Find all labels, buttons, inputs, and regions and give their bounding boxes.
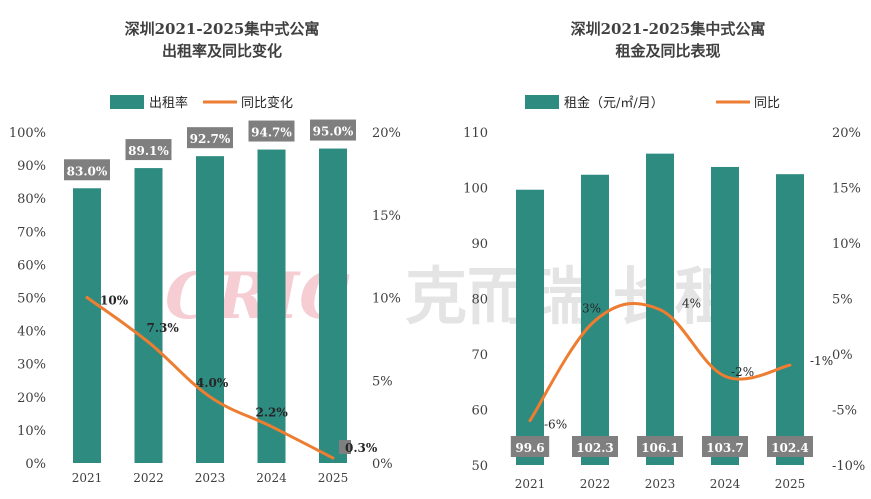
bar-data-label-text: 103.7 [706, 441, 744, 455]
bar-data-label: 106.1 [637, 436, 683, 457]
legend-bar-swatch [110, 95, 144, 109]
y-left-tick-label: 50% [17, 292, 46, 307]
bar [73, 188, 101, 463]
y-right-tick-label: -5% [832, 404, 857, 419]
bar [196, 156, 224, 463]
x-tick-label: 2023 [645, 477, 676, 491]
legend-bar-label: 租金（元/㎡/月） [564, 95, 664, 111]
y-left-tick-label: 60 [471, 404, 488, 419]
line-data-label: 0.3% [345, 441, 378, 455]
bar-data-label-text: 94.7% [251, 126, 292, 140]
line-data-label: -2% [731, 365, 754, 379]
x-tick-label: 2025 [318, 471, 349, 485]
y-left-tick-label: 80% [17, 192, 46, 207]
y-axis-left: 0% 10% 20% 30% 40% 50% 60% 70% 80% 90% 100% [9, 126, 46, 472]
line-data-label: -6% [544, 418, 567, 432]
y-left-tick-label: 10% [17, 424, 46, 439]
bar-data-label: 95.0% [310, 120, 356, 141]
x-axis: 2021 2022 2023 2024 2025 [515, 477, 806, 491]
y-right-tick-label: 20% [372, 126, 401, 141]
y-right-tick-label: 0% [372, 457, 393, 472]
y-right-tick-label: 15% [832, 182, 861, 197]
y-right-tick-label: 5% [372, 374, 393, 389]
y-left-tick-label: 30% [17, 358, 46, 373]
y-right-tick-label: 15% [372, 209, 401, 224]
chart-title-line2: 出租率及同比变化 [162, 42, 282, 60]
y-left-tick-label: 100% [9, 126, 46, 141]
legend-bar-swatch [525, 95, 559, 109]
line-data-label: 4.0% [196, 376, 229, 390]
y-left-tick-label: 70% [17, 225, 46, 240]
y-right-tick-label: 10% [372, 292, 401, 307]
y-left-tick-label: 100 [463, 182, 488, 197]
legend-line-label: 同比变化 [241, 95, 293, 111]
y-axis-right: 0% 5% 10% 15% 20% [372, 126, 401, 472]
bar [711, 167, 739, 465]
y-right-tick-label: 5% [832, 293, 853, 308]
x-tick-label: 2024 [256, 471, 287, 485]
bar-data-label-text: 102.4 [771, 441, 809, 455]
bar-data-label: 103.7 [702, 436, 748, 457]
y-left-tick-label: 70 [471, 348, 488, 363]
y-left-tick-label: 40% [17, 325, 46, 340]
y-left-tick-label: 90% [17, 159, 46, 174]
occupancy-chart: 深圳2021-2025集中式公寓 出租率及同比变化 出租率 同比变化 0% 10%… [9, 20, 401, 485]
y-left-tick-label: 20% [17, 391, 46, 406]
legend-bar-label: 出租率 [149, 95, 188, 111]
x-tick-label: 2021 [72, 471, 103, 485]
bar-data-label: 83.0% [64, 159, 110, 180]
y-right-tick-label: 20% [832, 126, 861, 141]
bar-data-label: 94.7% [249, 121, 295, 142]
y-axis-right: -10% -5% 0% 5% 10% 15% 20% [832, 126, 865, 474]
bar [319, 149, 347, 463]
bar-data-label-text: 89.1% [128, 144, 169, 158]
y-left-tick-label: 0% [25, 457, 46, 472]
bar [516, 190, 544, 465]
chart-title-line1: 深圳2021-2025集中式公寓 [125, 20, 320, 38]
x-tick-label: 2021 [515, 477, 546, 491]
line-data-label: -1% [810, 354, 833, 368]
line-data-label: 10% [100, 294, 129, 308]
chart-title-line1: 深圳2021-2025集中式公寓 [571, 20, 766, 38]
x-tick-label: 2022 [133, 471, 164, 485]
y-left-tick-label: 80 [471, 293, 488, 308]
legend: 出租率 同比变化 [110, 95, 293, 111]
y-right-tick-label: 10% [832, 237, 861, 252]
line-data-label: 3% [582, 302, 601, 316]
bar-data-label: 89.1% [126, 139, 172, 160]
bar-data-label: 102.3 [572, 436, 618, 457]
bar-data-label-text: 92.7% [190, 132, 231, 146]
y-left-tick-label: 60% [17, 258, 46, 273]
y-right-tick-label: 0% [832, 348, 853, 363]
x-tick-label: 2023 [195, 471, 226, 485]
rent-chart: 深圳2021-2025集中式公寓 租金及同比表现 租金（元/㎡/月） 同比 50… [463, 20, 865, 491]
legend-line-label: 同比 [754, 96, 780, 111]
y-right-tick-label: -10% [832, 459, 865, 474]
x-tick-label: 2025 [775, 477, 806, 491]
bar [776, 174, 804, 465]
bar-data-labels: 99.6 102.3 106.1 103.7 102.4 [511, 436, 813, 457]
bar-data-label: 92.7% [187, 127, 233, 148]
bar-data-label-text: 102.3 [576, 441, 614, 455]
bar-data-label: 102.4 [767, 436, 813, 457]
x-tick-label: 2024 [710, 477, 741, 491]
bar-data-label: 99.6 [511, 436, 549, 457]
line-data-label: 7.3% [147, 321, 180, 335]
bar-data-label-text: 106.1 [641, 441, 679, 455]
bar-data-label-text: 95.0% [313, 125, 354, 139]
y-left-tick-label: 110 [463, 126, 488, 141]
bar-data-label-text: 83.0% [67, 164, 108, 178]
bar [135, 168, 163, 463]
line-data-label: 2.2% [256, 406, 289, 420]
legend: 租金（元/㎡/月） 同比 [525, 95, 780, 111]
bar-data-label-text: 99.6 [515, 441, 544, 455]
y-left-tick-label: 50 [471, 459, 488, 474]
x-tick-label: 2022 [580, 477, 611, 491]
x-axis: 2021 2022 2023 2024 2025 [72, 471, 349, 485]
y-left-tick-label: 90 [471, 237, 488, 252]
line-data-label: 4% [682, 297, 701, 311]
chart-title-line2: 租金及同比表现 [615, 42, 720, 60]
